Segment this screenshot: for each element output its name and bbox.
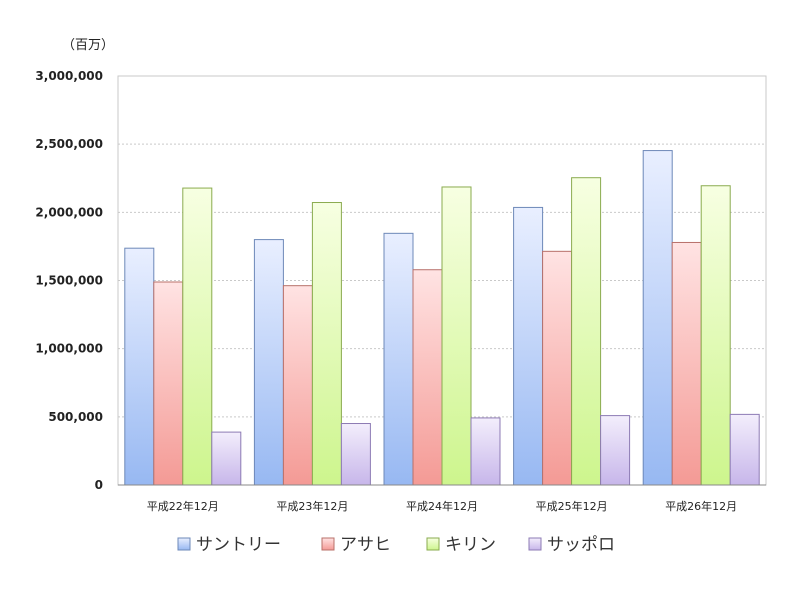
legend: サントリー アサヒ キリン サッポロ — [177, 535, 615, 555]
bar — [124, 247, 155, 486]
bar — [253, 239, 284, 486]
bar — [383, 232, 414, 486]
unit-label: （百万） — [62, 38, 114, 53]
legend-swatch — [528, 537, 542, 551]
bar — [700, 185, 731, 486]
x-tick-label: 平成23年12月 — [276, 499, 348, 513]
bar — [542, 250, 573, 486]
bar — [311, 202, 342, 486]
x-tick-label: 平成26年12月 — [665, 499, 737, 513]
y-axis-ticks: 0 500,000 1,000,000 1,500,000 2,000,000 2,500… — [35, 69, 103, 492]
y-tick-label: 1,500,000 — [35, 274, 103, 288]
bar — [153, 281, 184, 486]
bar — [441, 186, 472, 486]
x-axis-ticks: 平成22年12月 平成23年12月 平成24年12月 平成25年12月 平成26年12月 — [147, 499, 737, 513]
bars — [124, 150, 760, 486]
y-tick-label: 1,000,000 — [35, 342, 103, 356]
legend-label: キリン — [445, 535, 496, 555]
bar — [513, 206, 544, 486]
bar — [182, 187, 213, 486]
bar — [642, 150, 673, 486]
y-tick-label: 2,000,000 — [35, 205, 103, 219]
bar — [412, 269, 443, 486]
bar — [571, 177, 602, 486]
legend-swatch — [321, 537, 335, 551]
axes — [117, 75, 767, 486]
y-tick-label: 2,500,000 — [35, 137, 103, 151]
bar — [340, 423, 371, 486]
y-tick-label: 0 — [95, 478, 103, 492]
bar — [600, 415, 631, 486]
bar — [470, 417, 501, 486]
legend-label: サッポロ — [547, 535, 615, 555]
x-tick-label: 平成22年12月 — [147, 499, 219, 513]
bar — [729, 413, 760, 486]
x-tick-label: 平成25年12月 — [536, 499, 608, 513]
x-tick-label: 平成24年12月 — [406, 499, 478, 513]
legend-label: サントリー — [196, 535, 281, 555]
legend-swatch — [177, 537, 191, 551]
legend-label: アサヒ — [340, 535, 391, 555]
bar — [211, 431, 242, 486]
bar — [671, 241, 702, 486]
legend-swatch — [426, 537, 440, 551]
y-tick-label: 3,000,000 — [35, 69, 103, 83]
y-tick-label: 500,000 — [48, 410, 103, 424]
bar — [282, 285, 313, 486]
